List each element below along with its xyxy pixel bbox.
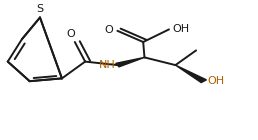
Text: OH: OH xyxy=(208,76,225,87)
Text: OH: OH xyxy=(172,24,189,34)
Text: O: O xyxy=(67,29,75,39)
Text: NH: NH xyxy=(99,60,116,70)
Text: S: S xyxy=(36,4,44,14)
Polygon shape xyxy=(116,57,144,67)
Text: O: O xyxy=(104,25,113,35)
Polygon shape xyxy=(175,65,206,83)
